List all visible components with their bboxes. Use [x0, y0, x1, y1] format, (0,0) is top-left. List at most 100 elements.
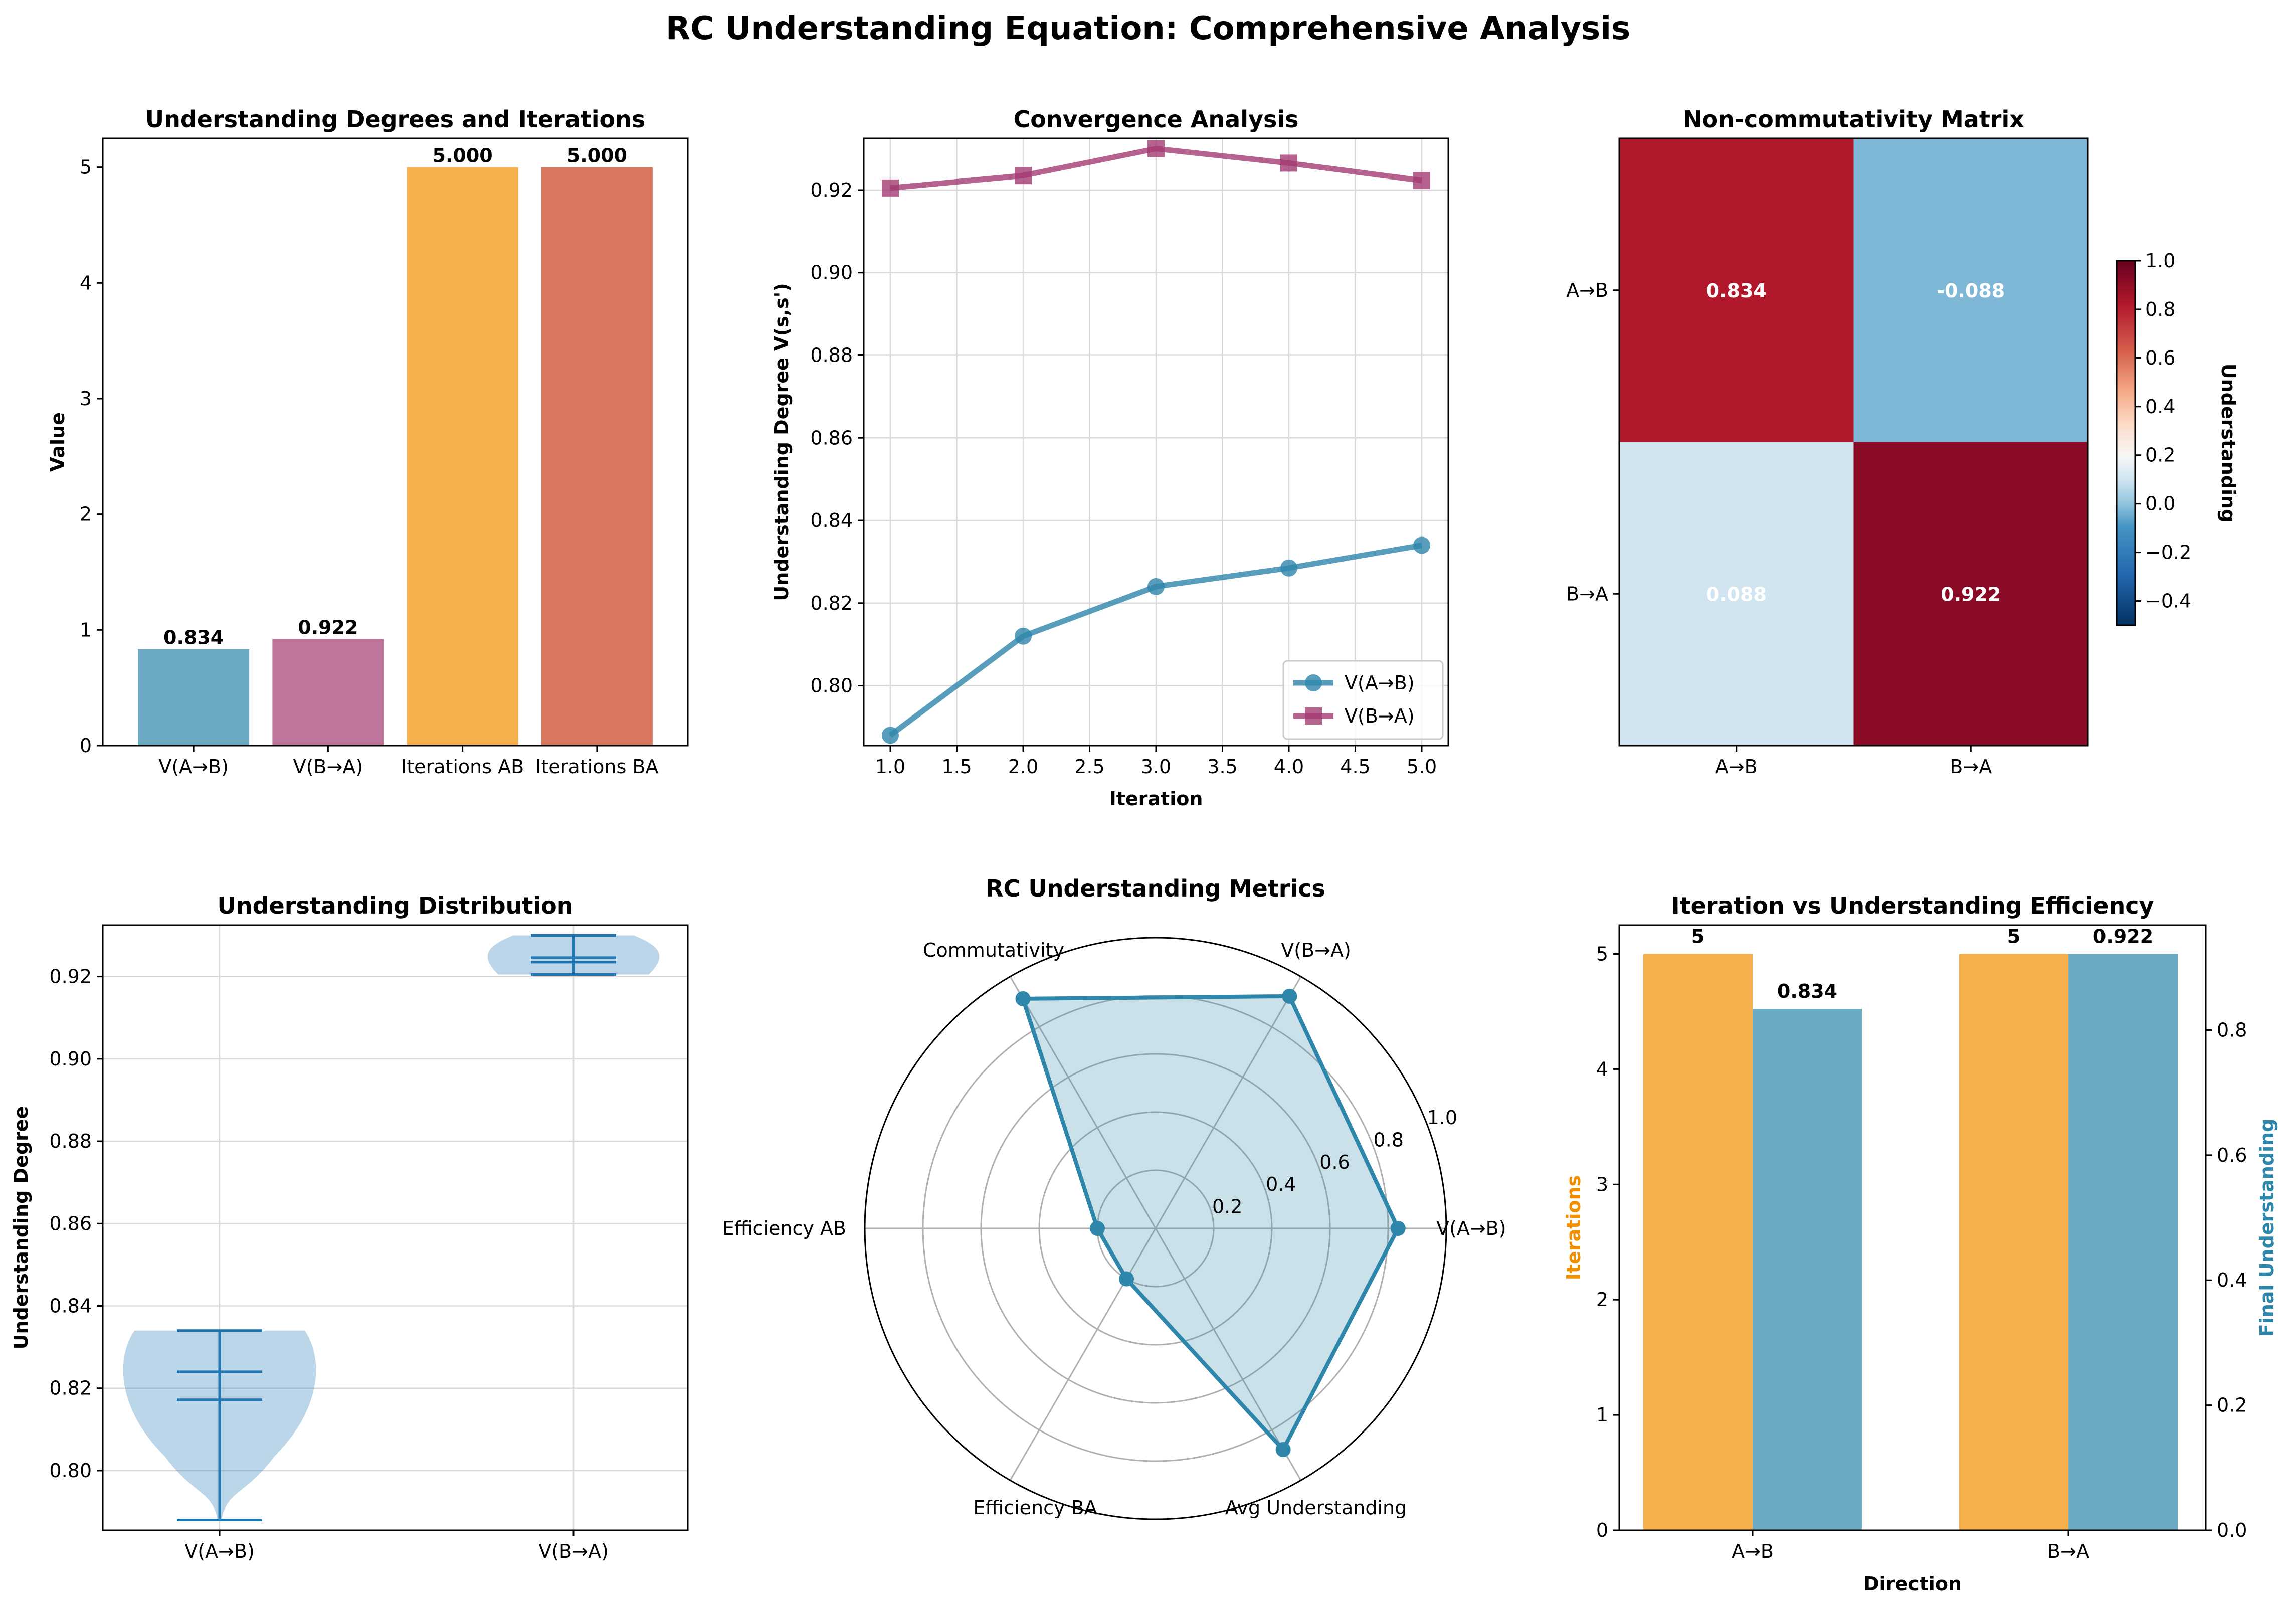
y-tick-label: 3	[80, 388, 92, 410]
colorbar-tick-label: 0.4	[2145, 396, 2175, 418]
x-tick-label: 5.0	[1407, 756, 1437, 778]
y-axis-label-left: Iterations	[1563, 1175, 1585, 1280]
y-tick-label: 5	[80, 156, 92, 178]
y-tick-label: 0.90	[49, 1048, 92, 1070]
x-tick-label: V(A→B)	[184, 1540, 255, 1562]
x-tick-label: 2.5	[1074, 756, 1104, 778]
radar-area	[1021, 994, 1400, 1452]
row-label: A→B	[1566, 279, 1608, 301]
cell-value-label: 0.834	[1706, 280, 1767, 302]
y-tick-label-left: 5	[1596, 943, 1608, 965]
radar-r-tick-label: 0.8	[1373, 1129, 1403, 1151]
plot-frame	[1618, 137, 2089, 747]
colorbar-tick-label: 0.8	[2145, 298, 2175, 320]
y-tick-label-left: 3	[1596, 1173, 1608, 1195]
y-tick-label: 0.92	[810, 179, 853, 201]
chart-title: Non-commutativity Matrix	[1683, 106, 2024, 133]
colorbar-label: Understanding	[2217, 364, 2239, 523]
y-tick-label: 2	[80, 503, 92, 525]
bar	[407, 167, 518, 746]
data-point	[1280, 154, 1297, 172]
y-tick-label-right: 0.4	[2217, 1269, 2247, 1291]
y-tick-label-left: 0	[1596, 1519, 1608, 1541]
y-tick-label: 0.86	[810, 427, 853, 449]
y-tick-label: 0.80	[810, 675, 853, 697]
radar-axis-label: Efficiency AB	[722, 1217, 846, 1239]
x-tick-label: 1.0	[875, 756, 905, 778]
legend-entry: V(A→B)	[1345, 672, 1415, 694]
x-tick-label: B→A	[2047, 1540, 2089, 1562]
x-tick-label: V(B→A)	[538, 1540, 609, 1562]
radar-r-tick-label: 0.6	[1319, 1151, 1350, 1173]
y-tick-label-right: 0.8	[2217, 1019, 2247, 1041]
y-tick-label: 0.88	[810, 344, 853, 367]
y-axis-label: Understanding Degree	[10, 1106, 32, 1350]
col-label: A→B	[1715, 756, 1758, 778]
colorbar-tick-label: 0.0	[2145, 493, 2175, 515]
heatmap-cell	[1853, 442, 2088, 746]
x-tick-label: 4.0	[1274, 756, 1304, 778]
y-tick-label-left: 2	[1596, 1289, 1608, 1311]
data-point	[1015, 627, 1032, 645]
chart-iteration-vs-efficiency: Iteration vs Understanding Efficiency Dir…	[1563, 892, 2278, 1595]
bar-value-label: 0.834	[163, 627, 224, 649]
bar	[272, 639, 384, 746]
data-point	[1413, 536, 1430, 554]
row-label: B→A	[1566, 583, 1608, 605]
y-tick-label: 0.88	[49, 1130, 92, 1152]
y-tick-label: 0.90	[810, 262, 853, 284]
legend-entry: V(B→A)	[1345, 705, 1415, 727]
y-axis-label: Value	[47, 412, 69, 472]
data-point	[1413, 172, 1430, 190]
radar-point	[1119, 1271, 1134, 1287]
y-tick-label: 0.80	[49, 1460, 92, 1482]
y-tick-label: 0.82	[810, 592, 853, 614]
data-point	[1147, 140, 1165, 157]
cell-value-label: -0.088	[1937, 280, 2005, 302]
colorbar-tick-label: −0.4	[2145, 590, 2191, 612]
chart-title: Iteration vs Understanding Efficiency	[1671, 892, 2154, 919]
data-point	[882, 179, 899, 197]
x-tick-label: Iterations AB	[401, 756, 524, 778]
bar-final-understanding	[2068, 954, 2178, 1530]
plot-frame	[102, 924, 689, 1531]
radar-axis-label: Commutativity	[923, 939, 1064, 961]
y-tick-label-right: 0.0	[2217, 1519, 2247, 1541]
x-tick-label: 3.0	[1141, 756, 1171, 778]
chart-rc-metrics-radar: RC Understanding Metrics V(A→B) V(B→A) Comm…	[722, 875, 1506, 1520]
radar-spoke	[1009, 976, 1157, 1229]
heatmap-cell	[1619, 138, 1854, 442]
plot-frame	[102, 137, 689, 747]
x-tick-label: 3.5	[1207, 756, 1237, 778]
x-tick-label: Iterations BA	[535, 756, 658, 778]
plot-frame	[1618, 924, 2207, 1531]
y-axis-label-right: Final Understanding	[2256, 1119, 2278, 1337]
y-tick-label-right: 0.2	[2217, 1394, 2247, 1416]
y-tick-label: 0.84	[810, 509, 853, 531]
x-tick-label: 4.5	[1340, 756, 1370, 778]
radar-point	[1090, 1221, 1105, 1236]
y-tick-label: 0.92	[49, 966, 92, 988]
y-tick-label: 0.86	[49, 1212, 92, 1234]
cell-value-label: 0.922	[1941, 583, 2001, 605]
y-tick-label: 0.84	[49, 1295, 92, 1317]
x-axis-label: Direction	[1863, 1573, 1962, 1595]
y-tick-label: 1	[80, 619, 92, 641]
chart-title: RC Understanding Metrics	[986, 875, 1325, 902]
radar-axis-label: V(B→A)	[1281, 939, 1351, 961]
radar-point	[1390, 1221, 1406, 1236]
y-tick-label-left: 1	[1596, 1404, 1608, 1426]
data-point	[882, 727, 899, 744]
y-tick-label-right: 0.6	[2217, 1144, 2247, 1166]
chart-title: Understanding Distribution	[217, 892, 573, 919]
bar-value-label: 5.000	[433, 145, 493, 167]
data-point	[1280, 559, 1297, 577]
radar-axis-label: Efficiency BA	[973, 1497, 1097, 1519]
heatmap-cell	[1853, 138, 2088, 442]
heatmap-cell	[1619, 442, 1854, 746]
bar-value-label: 5	[2007, 925, 2020, 947]
radar-axis-label: V(A→B)	[1436, 1217, 1506, 1239]
radar-point	[1015, 991, 1031, 1006]
radar-spoke	[1155, 976, 1302, 1229]
radar-r-tick-label: 0.2	[1212, 1196, 1242, 1218]
